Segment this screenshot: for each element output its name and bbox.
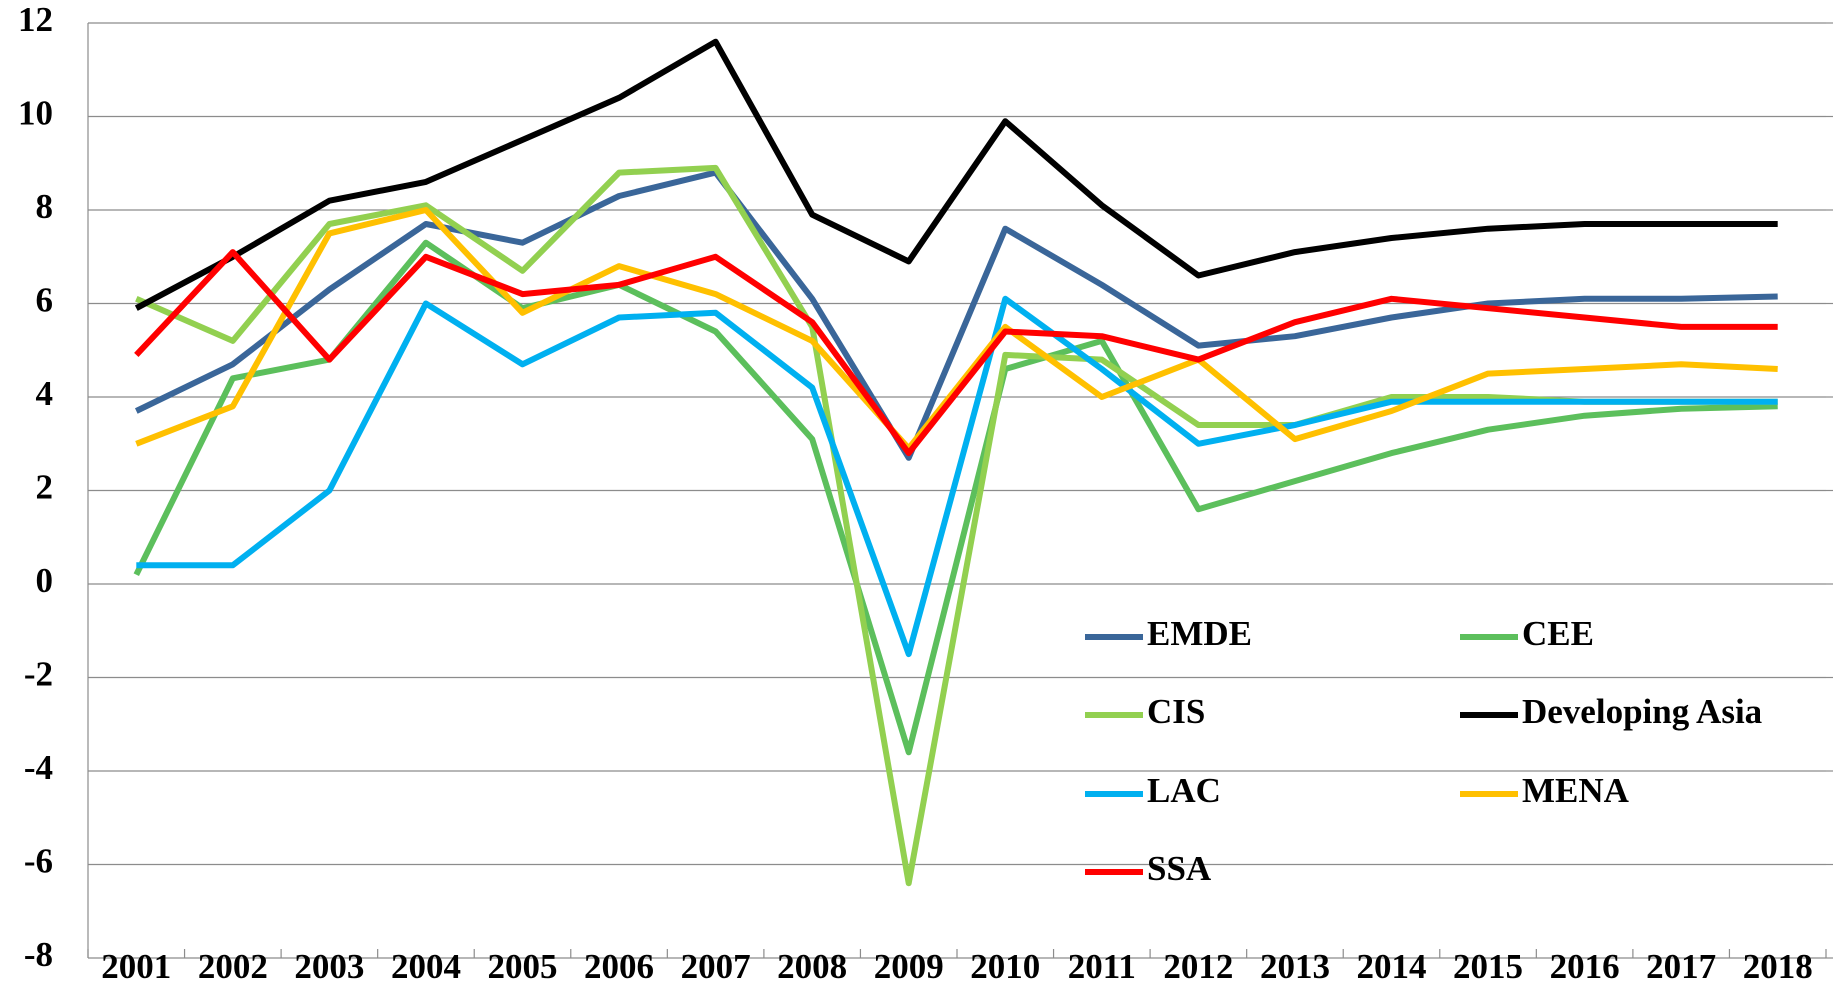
y-tick-label: -6	[24, 842, 53, 881]
x-tick-label: 2009	[874, 947, 944, 986]
x-tick-label: 2014	[1357, 947, 1427, 986]
y-tick-label: -8	[24, 935, 53, 974]
series-line	[134, 249, 1778, 457]
x-tick-label: 2017	[1646, 947, 1716, 986]
x-tick-label: 2015	[1453, 947, 1523, 986]
y-tick-label: -2	[24, 655, 53, 694]
x-tick-label: 2005	[488, 947, 558, 986]
x-tick-label: 2018	[1743, 947, 1813, 986]
series-line	[134, 38, 1778, 311]
x-tick-label: 2011	[1068, 947, 1136, 986]
x-tick-label: 2003	[294, 947, 364, 986]
y-tick-label: 10	[18, 94, 53, 133]
legend-label: LAC	[1147, 771, 1221, 810]
y-tick-label: -4	[24, 748, 53, 787]
y-tick-label: 2	[36, 468, 54, 507]
series-line	[134, 169, 1778, 461]
legend-label: CEE	[1522, 614, 1594, 653]
y-tick-label: 4	[36, 374, 54, 413]
x-tick-label: 2010	[970, 947, 1040, 986]
legend-label: Developing Asia	[1522, 692, 1762, 731]
x-tick-label: 2002	[198, 947, 268, 986]
legend-label: SSA	[1147, 849, 1212, 888]
series-line	[133, 239, 1778, 756]
x-tick-label: 2016	[1550, 947, 1620, 986]
legend-label: EMDE	[1147, 614, 1252, 653]
x-tick-label: 2004	[391, 947, 461, 986]
y-tick-label: 6	[36, 281, 54, 320]
series-line	[135, 164, 1778, 887]
y-tick-label: 12	[18, 0, 53, 39]
x-tick-label: 2006	[584, 947, 654, 986]
x-tick-label: 2007	[681, 947, 751, 986]
y-tick-label: 0	[36, 561, 54, 600]
x-tick-label: 2012	[1163, 947, 1233, 986]
x-tick-label: 2008	[777, 947, 847, 986]
x-tick-label: 2001	[101, 947, 171, 986]
y-tick-label: 8	[36, 187, 54, 226]
x-tick-label: 2013	[1260, 947, 1330, 986]
legend-label: CIS	[1147, 692, 1205, 731]
series-line	[135, 207, 1778, 452]
legend-label: MENA	[1522, 771, 1630, 810]
series-line	[136, 295, 1778, 658]
